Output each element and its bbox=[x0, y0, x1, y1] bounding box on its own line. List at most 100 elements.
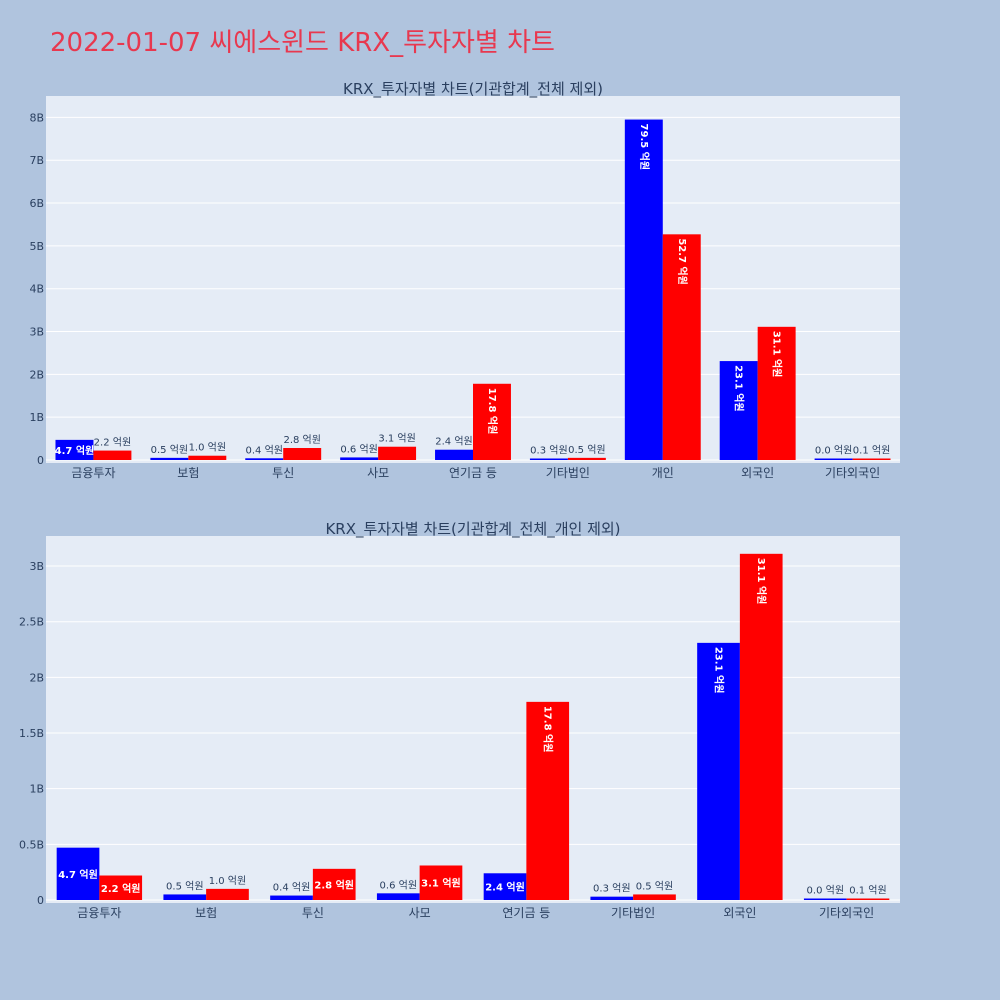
x-tick-label: 외국인 bbox=[723, 906, 756, 920]
x-tick-label: 연기금 등 bbox=[449, 466, 497, 480]
data-label: 3.1 억원 bbox=[378, 433, 415, 445]
y-tick-label: 8B bbox=[29, 111, 44, 124]
x-tick-label: 외국인 bbox=[741, 466, 774, 480]
x-tick-label: 투신 bbox=[272, 466, 294, 480]
bar-buy bbox=[245, 458, 284, 460]
y-tick-label: 5B bbox=[29, 240, 44, 253]
x-tick-label: 보험 bbox=[177, 466, 199, 480]
bar-buy bbox=[56, 847, 100, 900]
bar-buy bbox=[529, 458, 568, 460]
bar-sell bbox=[312, 868, 356, 900]
bar-buy bbox=[376, 893, 420, 900]
data-label: 4.7 억원 bbox=[55, 444, 95, 457]
x-tick-label: 사모 bbox=[409, 906, 431, 920]
bar-buy bbox=[590, 896, 634, 900]
data-label: 2.2 억원 bbox=[101, 882, 141, 895]
x-tick-label: 개인 bbox=[652, 466, 674, 480]
y-tick-label: 1B bbox=[29, 411, 44, 424]
bar-sell bbox=[739, 553, 783, 900]
x-tick-label: 금융투자 bbox=[71, 466, 115, 480]
bar-buy bbox=[697, 642, 740, 900]
chart-title: KRX_투자자별 차트(기관합계_전체 제외) bbox=[343, 80, 603, 99]
bar-buy bbox=[719, 361, 758, 460]
bar-sell bbox=[526, 701, 570, 900]
bar-sell bbox=[378, 446, 417, 460]
data-label: 2.2 억원 bbox=[94, 437, 131, 449]
chart-1: 0 1B 2B 3B 4B 5B 6B 7B 8B KRX_투자자별 차트(기관합계_전체 제외)… bbox=[29, 80, 900, 480]
y-tick-label: 3B bbox=[29, 326, 44, 339]
x-tick-label: 기타외국인 bbox=[819, 906, 874, 920]
x-tick-label: 기타법인 bbox=[546, 466, 590, 480]
data-label: 17.8 억원 bbox=[486, 388, 499, 435]
data-label: 0.5 억원 bbox=[166, 880, 203, 892]
y-tick-label: 1.5B bbox=[19, 727, 44, 740]
data-label: 79.5 억원 bbox=[638, 124, 651, 171]
bar-buy bbox=[270, 895, 313, 900]
x-tick-label: 보험 bbox=[195, 906, 217, 920]
y-tick-label: 3B bbox=[29, 560, 44, 573]
data-label: 0.6 억원 bbox=[380, 879, 417, 891]
data-label: 0.3 억원 bbox=[593, 883, 630, 895]
data-label: 23.1 억원 bbox=[713, 647, 726, 694]
chart-2: 0 0.5B 1B 1.5B 2B 2.5B 3B KRX_투자자별 차트(기관합계_전체_개… bbox=[19, 520, 900, 920]
data-label: 0.3 억원 bbox=[530, 445, 567, 457]
y-tick-label: 2B bbox=[29, 671, 44, 684]
data-label: 52.7 억원 bbox=[676, 238, 689, 285]
bar-sell bbox=[93, 450, 132, 460]
y-tick-label: 4B bbox=[29, 283, 44, 296]
data-label: 2.4 억원 bbox=[435, 436, 472, 448]
data-label: 3.1 억원 bbox=[421, 877, 461, 890]
bar-sell bbox=[852, 458, 891, 460]
y-tick-label: 7B bbox=[29, 154, 44, 167]
data-label: 0.1 억원 bbox=[849, 885, 886, 897]
x-tick-label: 사모 bbox=[367, 466, 389, 480]
data-label: 1.0 억원 bbox=[189, 442, 226, 454]
data-label: 0.4 억원 bbox=[273, 882, 310, 894]
bar-buy bbox=[624, 119, 663, 460]
bar-sell bbox=[99, 875, 143, 900]
y-tick-label: 2B bbox=[29, 368, 44, 381]
data-label: 0.0 억원 bbox=[815, 445, 852, 457]
bar-buy bbox=[340, 457, 379, 460]
chart-title: KRX_투자자별 차트(기관합계_전체_개인 제외) bbox=[325, 520, 620, 539]
x-tick-label: 투신 bbox=[302, 906, 324, 920]
y-tick-label: 2.5B bbox=[19, 616, 44, 629]
bar-buy bbox=[803, 898, 847, 900]
data-label: 0.6 억원 bbox=[340, 443, 377, 455]
data-label: 2.8 억원 bbox=[314, 878, 354, 891]
x-tick-label: 기타외국인 bbox=[825, 466, 880, 480]
y-tick-label: 0.5B bbox=[19, 838, 44, 851]
bar-sell bbox=[188, 455, 227, 460]
data-label: 23.1 억원 bbox=[733, 365, 746, 412]
bar-buy bbox=[814, 458, 853, 460]
y-tick-label: 0 bbox=[37, 894, 44, 907]
data-label: 0.4 억원 bbox=[246, 444, 283, 456]
bar-sell bbox=[473, 383, 511, 460]
data-label: 4.7 억원 bbox=[58, 868, 98, 881]
bar-buy bbox=[163, 894, 207, 900]
x-tick-label: 연기금 등 bbox=[502, 906, 550, 920]
data-label: 0.5 억원 bbox=[151, 444, 188, 456]
y-tick-label: 6B bbox=[29, 197, 44, 210]
data-label: 0.1 억원 bbox=[853, 445, 890, 457]
x-tick-label: 금융투자 bbox=[77, 906, 121, 920]
data-label: 0.5 억원 bbox=[636, 880, 673, 892]
bar-buy bbox=[150, 457, 189, 460]
data-label: 0.0 억원 bbox=[807, 885, 844, 897]
data-label: 31.1 억원 bbox=[771, 331, 784, 378]
data-label: 2.4 억원 bbox=[485, 881, 525, 894]
y-tick-label: 0 bbox=[37, 454, 44, 467]
bar-sell bbox=[419, 865, 463, 900]
bar-sell bbox=[662, 234, 701, 460]
bar-buy bbox=[55, 439, 94, 460]
bar-sell bbox=[283, 448, 322, 460]
bar-sell bbox=[206, 888, 249, 900]
data-label: 31.1 억원 bbox=[755, 558, 768, 605]
data-label: 2.8 억원 bbox=[283, 434, 320, 446]
bar-sell bbox=[846, 898, 890, 900]
bar-buy bbox=[435, 449, 473, 460]
x-tick-label: 기타법인 bbox=[611, 906, 655, 920]
bar-sell bbox=[567, 457, 606, 460]
data-label: 0.5 억원 bbox=[568, 444, 605, 456]
